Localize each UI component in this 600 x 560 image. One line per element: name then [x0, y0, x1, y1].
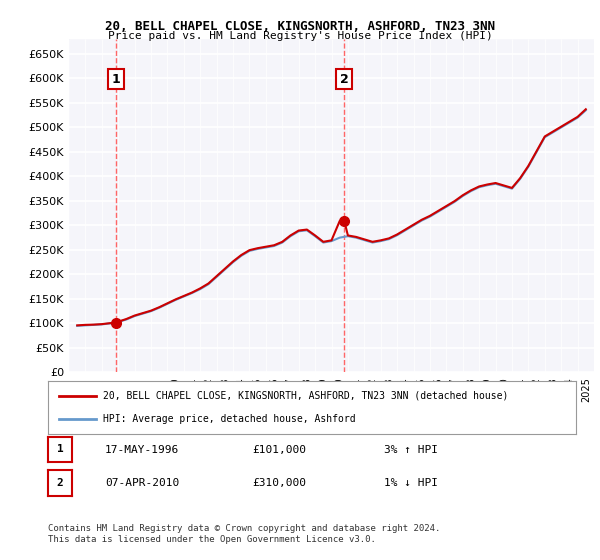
Text: Price paid vs. HM Land Registry's House Price Index (HPI): Price paid vs. HM Land Registry's House … [107, 31, 493, 41]
Bar [200, 39, 217, 372]
Text: HPI: Average price, detached house, Ashford: HPI: Average price, detached house, Ashf… [103, 414, 356, 424]
Text: 1% ↓ HPI: 1% ↓ HPI [384, 478, 438, 488]
Bar [331, 39, 348, 372]
Text: 2: 2 [340, 73, 349, 86]
Bar [512, 39, 529, 372]
Bar [266, 39, 282, 372]
Text: Contains HM Land Registry data © Crown copyright and database right 2024.: Contains HM Land Registry data © Crown c… [48, 524, 440, 533]
Bar [364, 39, 381, 372]
Text: £101,000: £101,000 [252, 445, 306, 455]
Bar [151, 39, 167, 372]
Bar [102, 39, 118, 372]
Bar [479, 39, 496, 372]
Bar [348, 39, 364, 372]
Bar [233, 39, 250, 372]
Bar [118, 39, 134, 372]
Bar [463, 39, 479, 372]
Bar [381, 39, 397, 372]
Bar [430, 39, 446, 372]
Text: 20, BELL CHAPEL CLOSE, KINGSNORTH, ASHFORD, TN23 3NN (detached house): 20, BELL CHAPEL CLOSE, KINGSNORTH, ASHFO… [103, 391, 509, 401]
Bar [217, 39, 233, 372]
Text: 17-MAY-1996: 17-MAY-1996 [105, 445, 179, 455]
Bar [167, 39, 184, 372]
Bar [250, 39, 266, 372]
Bar [496, 39, 512, 372]
Bar [397, 39, 413, 372]
Text: This data is licensed under the Open Government Licence v3.0.: This data is licensed under the Open Gov… [48, 535, 376, 544]
Bar [413, 39, 430, 372]
Bar [233, 39, 250, 372]
Bar [578, 39, 594, 372]
Bar [134, 39, 151, 372]
Bar [364, 39, 381, 372]
Text: 1: 1 [56, 445, 64, 454]
Bar [545, 39, 561, 372]
Text: 3% ↑ HPI: 3% ↑ HPI [384, 445, 438, 455]
Bar [299, 39, 315, 372]
Bar [69, 39, 85, 372]
Bar [315, 39, 331, 372]
Bar [134, 39, 151, 372]
Bar [69, 39, 85, 372]
Bar [446, 39, 463, 372]
Text: 2: 2 [56, 478, 64, 488]
Bar [529, 39, 545, 372]
Bar [184, 39, 200, 372]
Bar [463, 39, 479, 372]
Text: 07-APR-2010: 07-APR-2010 [105, 478, 179, 488]
Bar [561, 39, 578, 372]
Bar [529, 39, 545, 372]
Text: 20, BELL CHAPEL CLOSE, KINGSNORTH, ASHFORD, TN23 3NN: 20, BELL CHAPEL CLOSE, KINGSNORTH, ASHFO… [105, 20, 495, 32]
Bar [331, 39, 348, 372]
Bar [167, 39, 184, 372]
Bar [299, 39, 315, 372]
Bar [85, 39, 102, 372]
Bar [266, 39, 282, 372]
Bar [282, 39, 299, 372]
Bar [496, 39, 512, 372]
Text: £310,000: £310,000 [252, 478, 306, 488]
Bar [397, 39, 413, 372]
Bar [561, 39, 578, 372]
Bar [102, 39, 118, 372]
Bar [430, 39, 446, 372]
Bar [200, 39, 217, 372]
Text: 1: 1 [112, 73, 121, 86]
